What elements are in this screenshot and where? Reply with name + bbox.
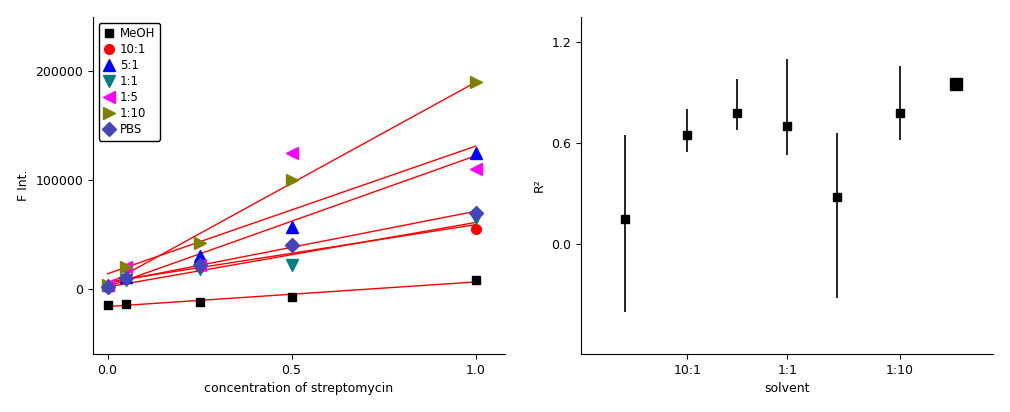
MeOH <box>101 302 113 307</box>
1:10 <box>286 178 298 183</box>
10:1 <box>101 284 113 289</box>
5:1 <box>286 224 298 229</box>
1:1 <box>194 267 206 272</box>
Line: 10:1: 10:1 <box>103 224 481 291</box>
MeOH <box>120 302 132 307</box>
5:1 <box>194 254 206 259</box>
PBS <box>120 275 132 280</box>
Line: 1:1: 1:1 <box>102 213 481 292</box>
X-axis label: concentration of streptomycin: concentration of streptomycin <box>204 382 394 396</box>
Line: PBS: PBS <box>103 208 481 291</box>
1:10 <box>120 265 132 269</box>
10:1 <box>120 276 132 281</box>
PBS <box>286 243 298 248</box>
5:1 <box>120 274 132 279</box>
1:5 <box>470 166 482 171</box>
1:1 <box>286 262 298 267</box>
1:10 <box>194 241 206 246</box>
Line: MeOH: MeOH <box>103 276 480 309</box>
1:10 <box>470 80 482 84</box>
5:1 <box>470 150 482 155</box>
5:1 <box>101 283 113 288</box>
MeOH <box>194 300 206 304</box>
Y-axis label: R²: R² <box>533 178 545 192</box>
1:5 <box>194 262 206 267</box>
10:1 <box>286 243 298 248</box>
Y-axis label: F Int.: F Int. <box>17 170 29 201</box>
1:5 <box>286 150 298 155</box>
10:1 <box>194 265 206 269</box>
Legend: MeOH, 10:1, 5:1, 1:1, 1:5, 1:10, PBS: MeOH, 10:1, 5:1, 1:1, 1:5, 1:10, PBS <box>99 23 160 141</box>
1:5 <box>120 265 132 269</box>
1:10 <box>101 283 113 288</box>
PBS <box>470 210 482 215</box>
MeOH <box>286 295 298 300</box>
1:5 <box>101 283 113 288</box>
Line: 5:1: 5:1 <box>102 147 481 291</box>
PBS <box>194 262 206 267</box>
1:1 <box>101 284 113 289</box>
X-axis label: solvent: solvent <box>765 382 810 396</box>
1:1 <box>120 278 132 283</box>
PBS <box>101 284 113 289</box>
10:1 <box>470 227 482 232</box>
1:1 <box>470 215 482 220</box>
Line: 1:10: 1:10 <box>101 76 482 292</box>
Line: 1:5: 1:5 <box>101 146 482 292</box>
MeOH <box>470 278 482 283</box>
